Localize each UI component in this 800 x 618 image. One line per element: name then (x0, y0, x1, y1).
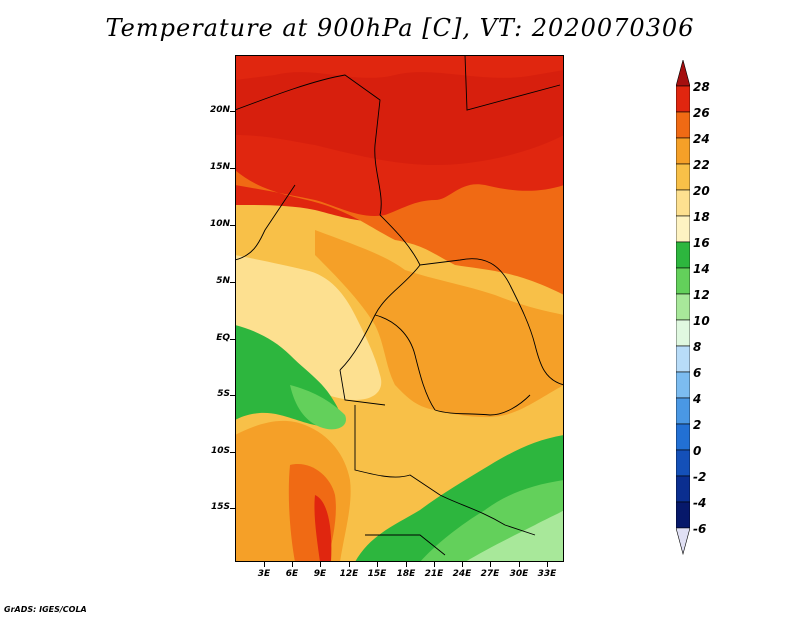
grads-credit: GrADS: IGES/COLA (4, 605, 87, 614)
chart-title: Temperature at 900hPa [C], VT: 202007030… (105, 14, 695, 42)
colorbar-label: -6 (693, 522, 707, 536)
colorbar-segment (675, 293, 691, 321)
country-borders (235, 55, 564, 556)
colorbar (675, 58, 691, 558)
colorbar-segment (675, 345, 691, 373)
lon-label: 18E (396, 569, 416, 579)
lon-tick (519, 562, 520, 567)
colorbar-arrow-bottom (675, 527, 691, 556)
lon-label: 33E (537, 569, 557, 579)
lat-tick (230, 168, 235, 169)
lon-label: 15E (367, 569, 387, 579)
colorbar-label: 22 (693, 158, 710, 172)
colorbar-segment (675, 137, 691, 165)
lon-tick (462, 562, 463, 567)
lon-label: 21E (424, 569, 444, 579)
lat-label: 15S (210, 502, 230, 512)
colorbar-segment (675, 215, 691, 243)
colorbar-label: -2 (693, 470, 707, 484)
colorbar-segment (675, 163, 691, 191)
lat-tick (230, 282, 235, 283)
lon-label: 9E (313, 569, 327, 579)
colorbar-segment (675, 371, 691, 399)
colorbar-label: 8 (693, 340, 702, 354)
colorbar-segment (675, 85, 691, 113)
lat-tick (230, 395, 235, 396)
lat-tick (230, 225, 235, 226)
band-22-mid (315, 230, 564, 418)
colorbar-label: -4 (693, 496, 707, 510)
lon-tick (490, 562, 491, 567)
colorbar-label: 2 (693, 418, 702, 432)
colorbar-segment (675, 319, 691, 347)
lon-tick (434, 562, 435, 567)
lat-label: 5S (217, 389, 230, 399)
lon-tick (349, 562, 350, 567)
colorbar-label: 16 (693, 236, 710, 250)
lat-tick (230, 339, 235, 340)
colorbar-arrow-top (675, 58, 691, 87)
colorbar-label: 0 (693, 444, 702, 458)
colorbar-segment (675, 267, 691, 295)
band-24 (235, 170, 564, 295)
colorbar-segment (675, 475, 691, 503)
lat-label: 5N (216, 276, 230, 286)
lon-label: 6E (285, 569, 299, 579)
lat-label: 10S (210, 446, 230, 456)
lon-tick (547, 562, 548, 567)
colorbar-segment (675, 189, 691, 217)
band-hot-core (235, 70, 564, 165)
temperature-map (235, 55, 564, 562)
lon-tick (264, 562, 265, 567)
colorbar-label: 14 (693, 262, 710, 276)
lat-label: 15N (209, 162, 230, 172)
lon-tick (406, 562, 407, 567)
lon-tick (320, 562, 321, 567)
lon-tick (377, 562, 378, 567)
lon-tick (292, 562, 293, 567)
colorbar-label: 12 (693, 288, 710, 302)
lat-label: 20N (209, 105, 230, 115)
colorbar-label: 20 (693, 184, 710, 198)
lat-tick (230, 452, 235, 453)
colorbar-segment (675, 241, 691, 269)
colorbar-segment (675, 397, 691, 425)
colorbar-label: 18 (693, 210, 710, 224)
lon-label: 30E (509, 569, 529, 579)
colorbar-segment (675, 449, 691, 477)
lat-label: 10N (209, 219, 230, 229)
lat-tick (230, 508, 235, 509)
colorbar-label: 6 (693, 366, 702, 380)
colorbar-label: 10 (693, 314, 710, 328)
lon-label: 12E (339, 569, 359, 579)
lat-label: EQ (216, 333, 230, 343)
lon-label: 24E (452, 569, 472, 579)
band-14-west-2 (290, 385, 346, 430)
band-26-southwest (314, 495, 332, 562)
colorbar-label: 26 (693, 106, 710, 120)
lon-label: 27E (480, 569, 500, 579)
colorbar-segment (675, 423, 691, 451)
colorbar-segment (675, 111, 691, 139)
colorbar-segment (675, 501, 691, 529)
lon-label: 3E (257, 569, 271, 579)
lat-tick (230, 111, 235, 112)
colorbar-label: 24 (693, 132, 710, 146)
colorbar-label: 4 (693, 392, 702, 406)
colorbar-label: 28 (693, 80, 710, 94)
band-10-southeast (465, 510, 564, 562)
